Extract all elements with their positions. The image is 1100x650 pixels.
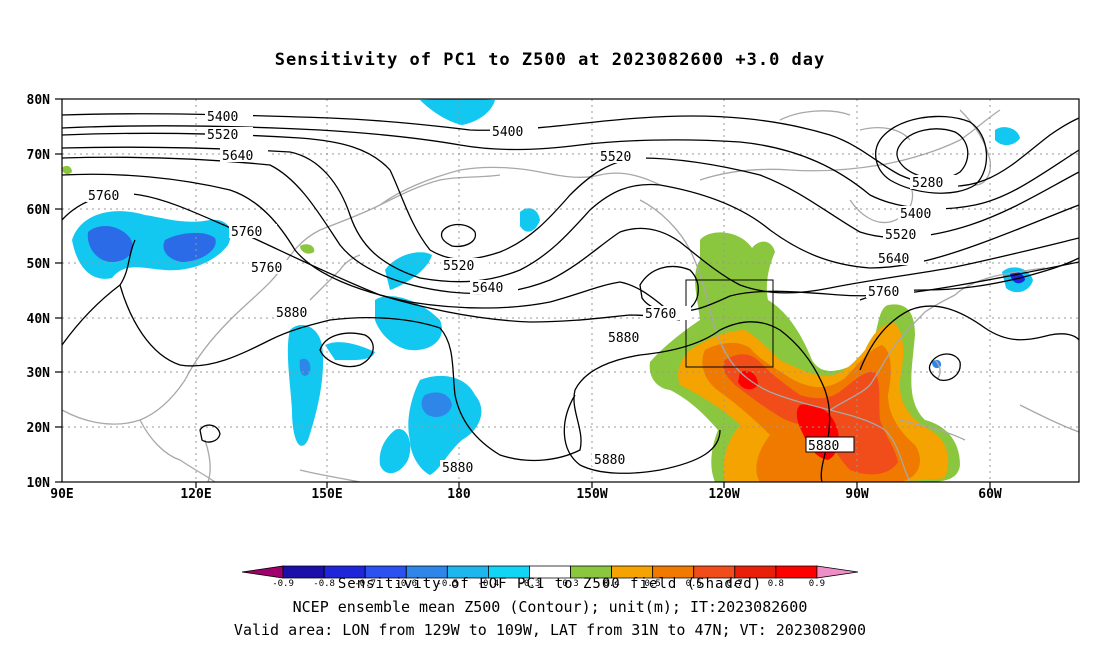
lon-label: 90W — [845, 487, 869, 502]
contour-label: 5880 — [808, 439, 839, 454]
lat-ticks — [55, 98, 62, 483]
colorbar-label: 0.4 — [603, 579, 619, 589]
contour-5280-ring — [896, 128, 969, 179]
colorbar-label: 0.5 — [645, 579, 661, 589]
contour-5880-line-west2 — [563, 394, 721, 474]
lon-ticks — [195, 482, 991, 488]
contour-label: 5760 — [88, 189, 119, 204]
valid-area-box — [685, 279, 774, 368]
negative-region-arctic — [420, 99, 495, 125]
contour-label: 5400 — [900, 207, 931, 222]
contour-label: 5640 — [222, 149, 253, 164]
contour-5340-ring — [875, 115, 988, 194]
contour-5880-line-east — [859, 305, 1079, 371]
contour-5880-loop-atl — [928, 353, 961, 381]
negative-core-pacific — [299, 358, 452, 417]
contour-5880-line — [62, 239, 831, 482]
lon-label: 150W — [576, 487, 607, 502]
map-title: Sensitivity of PC1 to Z500 at 2023082600… — [274, 50, 826, 70]
colorbar-label: -0.4 — [478, 579, 500, 589]
lat-label: 50N — [27, 257, 51, 272]
colorbar-label: 0.8 — [768, 579, 784, 589]
colorbar-label: -0.6 — [395, 579, 417, 589]
contour-label: 5520 — [443, 259, 474, 274]
contour-label: 5760 — [868, 285, 899, 300]
contour-label: 5880 — [594, 453, 625, 468]
contour-5640-line — [62, 156, 1079, 295]
contour-5580-line — [62, 146, 1079, 283]
lat-label: 60N — [27, 203, 51, 218]
lat-label: 40N — [27, 312, 51, 327]
contour-label: 5280 — [912, 176, 943, 191]
plot-frame — [61, 98, 1080, 483]
colorbar-swatch — [816, 565, 859, 579]
lon-label: 60W — [978, 487, 1002, 502]
lat-label: 30N — [27, 366, 51, 381]
contour-label: 5760 — [645, 307, 676, 322]
contour-5760-line-west — [62, 193, 681, 323]
coast-japan — [309, 254, 361, 301]
contour-label: 5760 — [251, 261, 282, 276]
colorbar-label: -0.7 — [354, 579, 376, 589]
colorbar-label: -0.8 — [313, 579, 335, 589]
coast-philippines — [204, 439, 211, 482]
negative-region-alaska — [520, 208, 540, 232]
contour-5760-ring-npac — [639, 265, 699, 313]
colorbar-label: 0.6 — [686, 579, 702, 589]
coast-hudson — [849, 189, 914, 224]
negative-region-pacific-a — [287, 296, 442, 446]
contour-label: 5520 — [885, 228, 916, 243]
contour-5520-ring-bering — [440, 223, 477, 248]
contour-5880-loop-pac — [319, 332, 374, 368]
lon-label: 120E — [180, 487, 211, 502]
lon-label: 150E — [311, 487, 342, 502]
lat-label: 80N — [27, 93, 51, 108]
colorbar-label: -0.3 — [519, 579, 541, 589]
negative-region-greenland — [995, 127, 1020, 146]
colorbar-label: 0.3 — [562, 579, 578, 589]
coast-north-america — [639, 199, 913, 482]
contour-labels: 5400 5520 5640 5400 5520 5760 5760 5760 … — [86, 109, 958, 476]
coast-canada — [699, 109, 1001, 181]
contour-label: 5640 — [472, 281, 503, 296]
lat-label: 10N — [27, 476, 51, 491]
contour-label: 5760 — [231, 225, 262, 240]
negative-core-asia — [87, 226, 216, 262]
caption-line-1: Sensitivity of EOF PC1 to Z500 field (Sh… — [337, 576, 763, 592]
caption-line-2: NCEP ensemble mean Z500 (Contour); unit(… — [292, 598, 808, 616]
contour-label: 5400 — [207, 110, 238, 125]
colorbar-label: 0.9 — [809, 579, 825, 589]
coast-china — [139, 419, 216, 482]
contour-5880-loop-phil — [199, 424, 221, 443]
negative-region-pacific-b — [325, 252, 432, 361]
coast-caribbean — [899, 359, 966, 441]
lon-axis: 90E 120E 150E 180 150W 120W 90W 60W — [50, 487, 1002, 502]
coast-australia-north — [299, 469, 361, 482]
contour-label: 5880 — [276, 306, 307, 321]
lon-label: 180 — [447, 487, 471, 502]
lat-label: 20N — [27, 421, 51, 436]
lon-label: 120W — [708, 487, 739, 502]
contour-label: 5880 — [608, 331, 639, 346]
colorbar-label: 0.7 — [727, 579, 743, 589]
contour-label: 5880 — [442, 461, 473, 476]
coast-arctic-islands — [779, 110, 911, 141]
colorbar-label: -0.9 — [272, 579, 294, 589]
colorbar: -0.9 -0.8 -0.7 -0.6 -0.5 -0.4 -0.3 0.3 0.4 0.5 0.6… — [241, 565, 859, 589]
contour-5400-line — [62, 113, 1079, 187]
caption-line-3: Valid area: LON from 129W to 109W, LAT f… — [233, 621, 867, 639]
coast-siberia — [379, 166, 661, 206]
lon-label: 90E — [50, 487, 73, 502]
contour-label: 5640 — [878, 252, 909, 267]
contour-label: 5520 — [207, 128, 238, 143]
lat-axis: 80N 70N 60N 50N 40N 30N 20N 10N — [27, 93, 51, 491]
contour-label: 5400 — [492, 125, 523, 140]
lat-label: 70N — [27, 148, 51, 163]
colorbar-label: -0.5 — [436, 579, 458, 589]
contour-label: 5520 — [600, 150, 631, 165]
coast-south-america — [1019, 404, 1079, 433]
